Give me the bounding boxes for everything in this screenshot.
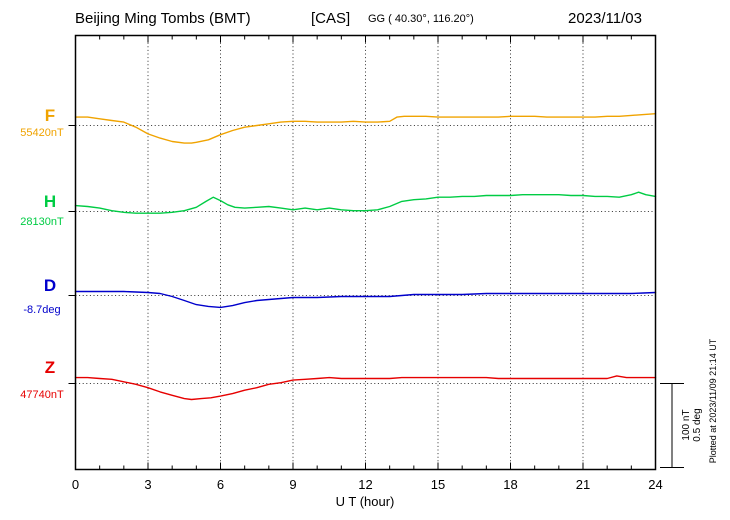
station-coordinates: GG ( 40.30°, 116.20°): [368, 13, 474, 25]
x-tick-label: 3: [144, 477, 152, 492]
trace-baseline-value-h: 28130nT: [20, 216, 64, 228]
scale-deg-label: 0.5 deg: [692, 408, 703, 442]
trace-baseline-value-z: 47740nT: [20, 389, 64, 401]
trace-baseline-value-d: -8.7deg: [23, 304, 61, 316]
plot-footnote: Plotted at 2023/11/09 21:14 UT: [708, 338, 718, 464]
trace-Z: [74, 375, 657, 401]
x-tick-label: 18: [503, 477, 518, 492]
x-axis-label: U T (hour): [335, 494, 395, 509]
trace-baseline-value-f: 55420nT: [20, 127, 64, 139]
x-tick-label: 24: [648, 477, 663, 492]
trace-letter-z: Z: [44, 358, 56, 377]
scale-bar-label: 100 nT 0.5 deg: [681, 400, 703, 450]
trace-letter-h: H: [43, 192, 57, 211]
trace-D: [74, 290, 657, 309]
plot-date: 2023/11/03: [568, 10, 642, 27]
trace-letter-f: F: [44, 106, 56, 125]
x-tick-label: 21: [575, 477, 591, 492]
x-tick-label: 9: [289, 477, 297, 492]
x-tick-label: 12: [358, 477, 373, 492]
trace-H: [74, 191, 657, 214]
x-tick-label: 15: [430, 477, 446, 492]
x-tick-label: 0: [71, 477, 80, 492]
scale-nt-label: 100 nT: [681, 409, 692, 441]
trace-letter-d: D: [43, 276, 57, 295]
station-group: [CAS]: [311, 10, 351, 27]
plot-border: [74, 34, 657, 471]
plot-title: Beijing Ming Tombs (BMT): [75, 10, 251, 27]
trace-F: [74, 112, 657, 144]
x-tick-label: 6: [216, 477, 225, 492]
